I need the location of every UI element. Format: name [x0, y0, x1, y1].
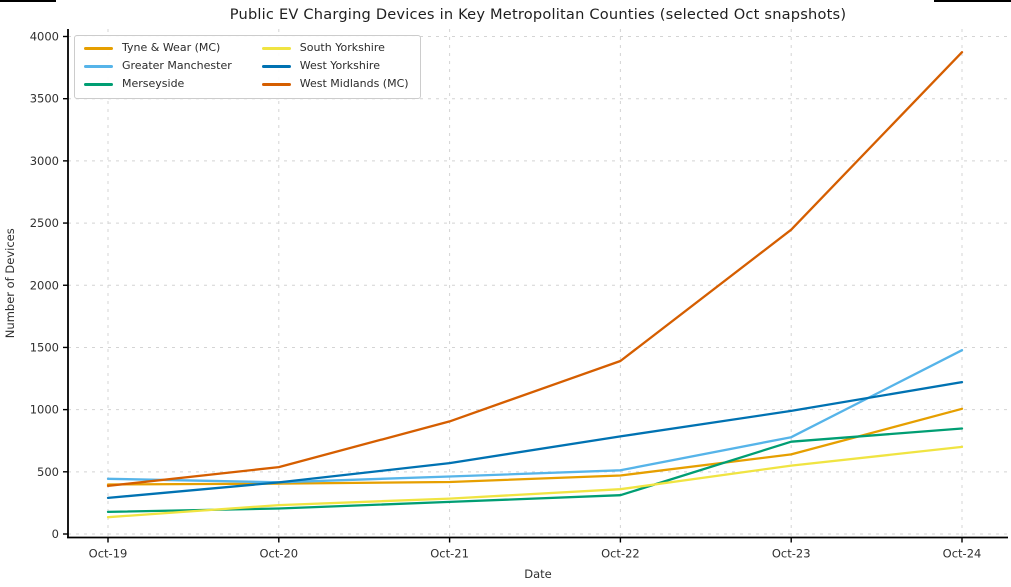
screen-edge-artifact-left [0, 0, 56, 2]
series-line-merseyside [106, 427, 964, 514]
screen-edge-artifact-right [934, 0, 1011, 2]
y-tick-label: 4000 [30, 30, 59, 44]
legend-item: Tyne & Wear (MC) [84, 41, 232, 56]
legend-label: West Yorkshire [299, 58, 380, 72]
y-tick-label: 3000 [30, 154, 59, 168]
legend-item: West Midlands (MC) [261, 76, 409, 92]
legend-label: Tyne & Wear (MC) [122, 41, 221, 54]
legend-label: West Midlands (MC) [299, 76, 409, 90]
y-tick-label: 3500 [30, 92, 59, 106]
series-line-west-yorkshire [106, 380, 964, 500]
y-tick-label: 500 [37, 465, 59, 479]
legend-item: Merseyside [84, 77, 232, 92]
legend-swatch-icon [261, 82, 291, 86]
legend-swatch-icon [261, 46, 291, 50]
x-tick-label: Oct-19 [89, 547, 128, 561]
y-tick-label: 1000 [30, 403, 59, 417]
legend-label: South Yorkshire [299, 41, 385, 54]
series-line-south-yorkshire [106, 445, 964, 519]
series-line-west-midlands-mc [106, 51, 964, 488]
legend-swatch-icon [84, 64, 113, 68]
x-tick-label: Oct-20 [259, 547, 298, 561]
y-tick-label: 1500 [30, 340, 59, 354]
series-line-greater-manchester [106, 349, 964, 484]
y-tick-label: 2500 [30, 216, 59, 230]
legend-item: South Yorkshire [261, 41, 409, 56]
chart-title: Public EV Charging Devices in Key Metrop… [229, 6, 847, 23]
legend-item: West Yorkshire [261, 58, 409, 74]
legend-label: Merseyside [122, 76, 185, 90]
x-tick-label: Oct-21 [430, 547, 469, 561]
series-line-tyne-wear-mc [106, 407, 964, 486]
x-tick-label: Oct-24 [943, 547, 982, 561]
legend-swatch-icon [84, 82, 113, 86]
legend-item: Greater Manchester [84, 59, 232, 74]
legend-swatch-icon [261, 64, 291, 68]
x-tick-label: Oct-23 [772, 547, 811, 561]
legend-swatch-icon [84, 46, 113, 50]
x-tick-label: Oct-22 [601, 547, 640, 561]
y-axis-label: Number of Devices [3, 228, 17, 338]
y-tick-label: 2000 [30, 278, 59, 292]
x-axis-label: Date [524, 567, 552, 581]
y-tick-label: 0 [52, 527, 59, 541]
chart-legend: Tyne & Wear (MC) Greater Manchester Mersey… [74, 35, 421, 99]
legend-label: Greater Manchester [122, 58, 232, 72]
